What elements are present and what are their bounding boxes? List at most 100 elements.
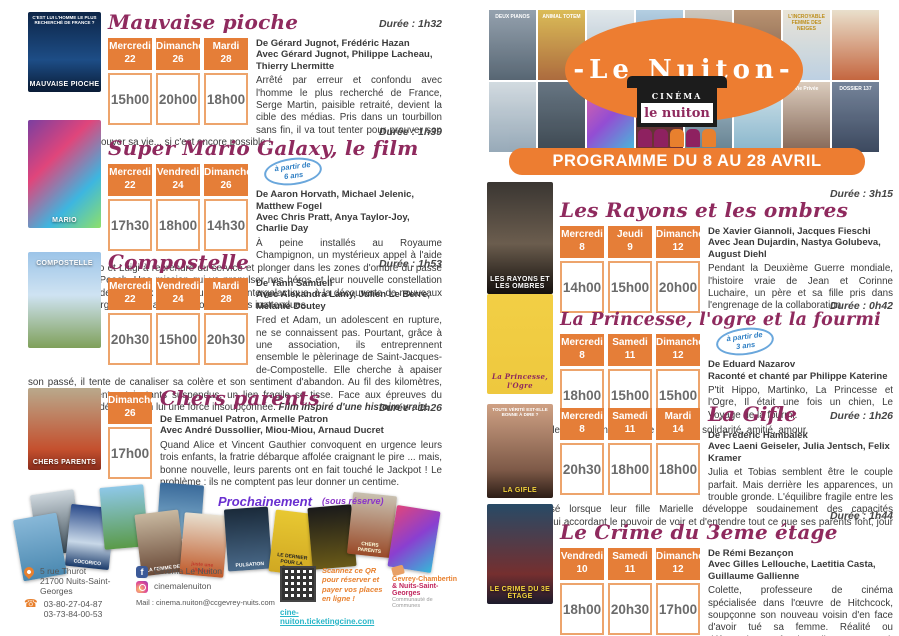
showtime-time-cell: 18h00	[560, 583, 604, 635]
address: 5 rue Thurot 21700 Nuits-Saint-Georges	[40, 566, 134, 596]
qr-block: Scannez ce QR pour réserver et payer vos…	[280, 566, 390, 626]
poster-tagline: TOUTE VÉRITÉ EST-ELLE BONNE À DIRE ?	[492, 407, 548, 418]
coming-soon-note: (sous réserve)	[322, 496, 384, 506]
instagram-link[interactable]: cinemalenuiton	[136, 581, 276, 593]
film-les-rayons-et-les-ombres: LES RAYONS ET LES OMBRES Durée : 3h15 Le…	[487, 182, 893, 313]
qr-caption: Scannez ce QR pour réserver et payer vos…	[322, 566, 383, 604]
director-line: De Eduard Nazarov	[708, 359, 796, 371]
showtime-day-header: Mardi 28	[204, 278, 248, 310]
day-label: Samedi	[612, 337, 648, 348]
poster-title: LA GIFLE	[502, 487, 538, 494]
showtime-day-header: Samedi 11	[608, 408, 652, 440]
cast-line: Avec André Dussollier, Miou-Miou, Arnaud…	[160, 425, 384, 437]
showtime-day-header: Dimanche 26	[108, 392, 156, 424]
poster-la-gifle: TOUTE VÉRITÉ EST-ELLE BONNE À DIRE ? LA …	[487, 404, 553, 498]
showtime-column: Mercredi 22 15h00	[108, 38, 152, 125]
poster-les-rayons: LES RAYONS ET LES OMBRES	[487, 182, 553, 294]
date-label: 28	[220, 293, 232, 305]
day-label: Mardi	[212, 41, 240, 52]
page-left: C'EST LUI L'HOMME LE PLUS RECHERCHÉ DE F…	[0, 0, 455, 636]
director-line: De Yann Samuell	[256, 278, 333, 289]
showtime-column: Samedi 11 20h30	[608, 548, 652, 635]
ticketing-link[interactable]: cine-nuiton.ticketingcine.com	[280, 607, 375, 626]
showtime-day-header: Mercredi 22	[108, 164, 152, 196]
film-title: Compostelle	[108, 250, 250, 274]
logo-building: CINÉMA le nuiton	[637, 88, 717, 127]
coming-soon-poster	[387, 504, 441, 574]
day-label: Dimanche	[108, 395, 156, 406]
day-label: Vendredi	[560, 551, 604, 562]
phones: 03-80-27-04-87 03-73-84-00-53	[44, 599, 103, 619]
address-line2: 21700 Nuits-Saint-Georges	[40, 576, 111, 596]
film-credits: De Emmanuel Patron, Armelle Patron Avec …	[28, 414, 442, 437]
cast-line: Avec Jean Dujardin, Nastya Golubeva, Aug…	[708, 237, 881, 260]
showtime-column: Dimanche 26 14h30	[204, 164, 252, 251]
day-label: Mercredi	[561, 411, 603, 422]
community-logo: Gevrey-Chambertin & Nuits-Saint-Georges …	[391, 564, 462, 609]
community-line1: Gevrey-Chambertin	[392, 576, 457, 583]
showtime-column: Mercredi 22 20h30	[108, 278, 152, 365]
collage-poster: Vie Privée	[783, 82, 830, 152]
duration-label: Durée : 3h15	[829, 188, 893, 200]
day-label: Mardi	[664, 411, 692, 422]
cinema-seats-icon	[627, 129, 727, 147]
showtime-day-header: Dimanche 26	[156, 38, 204, 70]
instagram-icon	[136, 581, 148, 593]
showtime-column: Mercredi 8 20h30	[560, 408, 604, 495]
program-banner: PROGRAMME DU 8 AU 28 AVRIL	[509, 148, 865, 175]
date-label: 12	[672, 349, 684, 361]
duration-label: Durée : 1h39	[378, 126, 442, 138]
poster-compostelle: COMPOSTELLE	[28, 252, 101, 348]
showtime-day-header: Samedi 11	[608, 548, 652, 580]
poster-mauvaise-pioche: C'EST LUI L'HOMME LE PLUS RECHERCHÉ DE F…	[28, 12, 101, 92]
date-label: 22	[124, 53, 136, 65]
age-badge: à partir de 6 ans	[262, 154, 324, 189]
duration-label: Durée : 1h32	[378, 18, 442, 30]
showtime-time-cell: 15h00	[108, 73, 152, 125]
film-title: Les Rayons et les ombres	[560, 198, 849, 222]
showtime-time-cell: 18h00	[156, 199, 200, 251]
showtime-column: Dimanche 26 20h00	[156, 38, 204, 125]
day-label: Jeudi	[616, 229, 644, 240]
date-label: 9	[627, 241, 633, 253]
date-label: 24	[172, 293, 184, 305]
film-la-princesse-ogre-fourmi: La Princesse, l'Ogre Durée : 0h42 La Pri…	[487, 294, 893, 436]
duration-label: Durée : 1h44	[829, 510, 893, 522]
poster-chers-parents: CHERS PARENTS	[28, 388, 101, 470]
date-label: 12	[672, 241, 684, 253]
facebook-link[interactable]: f Cinéma Le Nuiton	[136, 566, 276, 578]
phone-icon: ☎	[24, 598, 38, 610]
showtime-time-cell: 20h30	[608, 583, 652, 635]
community-line2: & Nuits-Saint-Georges	[392, 583, 439, 597]
logo-cinema-text: CINÉMA	[651, 91, 703, 101]
day-label: Mercredi	[109, 167, 151, 178]
date-label: 22	[124, 293, 136, 305]
showtime-column: Dimanche 12 17h00	[656, 548, 704, 635]
showtime-time-cell: 15h00	[608, 261, 652, 313]
film-la-gifle: TOUTE VÉRITÉ EST-ELLE BONNE À DIRE ? LA …	[487, 404, 893, 540]
film-credits: De Gérard Jugnot, Frédéric Hazan Avec Gé…	[28, 38, 442, 72]
showtime-day-header: Mercredi 22	[108, 278, 152, 310]
director-line: De Xavier Giannoli, Jacques Fieschi	[708, 226, 871, 237]
day-label: Mercredi	[561, 337, 603, 348]
film-title: Le Crime du 3eme étage	[560, 520, 838, 544]
email-address[interactable]: Mail : cinema.nuiton@ccgevrey-nuits.com	[136, 598, 275, 607]
day-label: Dimanche	[656, 229, 704, 240]
poster-title: MAUVAISE PIOCHE	[29, 81, 100, 88]
day-label: Dimanche	[656, 337, 704, 348]
showtime-time-cell: 14h00	[560, 261, 604, 313]
date-label: 26	[220, 179, 232, 191]
date-label: 26	[172, 53, 184, 65]
showtime-day-header: Jeudi 9	[608, 226, 652, 258]
poster-tagline: C'EST LUI L'HOMME LE PLUS RECHERCHÉ DE F…	[32, 15, 97, 26]
synopsis-emphasis: Film inspiré d'une histoire vraie.	[278, 402, 429, 414]
showtime-day-header: Vendredi 24	[156, 164, 200, 196]
date-label: 11	[624, 423, 636, 435]
collage-poster	[489, 82, 536, 152]
qr-code[interactable]	[280, 566, 316, 602]
poster-title: COMPOSTELLE	[36, 260, 93, 267]
showtime-column: Samedi 11 18h00	[608, 408, 652, 495]
film-title: La Princesse, l'ogre et la fourmi	[560, 310, 881, 330]
film-le-crime-du-3eme-etage: LE CRIME DU 3E ÉTAGE Durée : 1h44 Le Cri…	[487, 504, 893, 636]
